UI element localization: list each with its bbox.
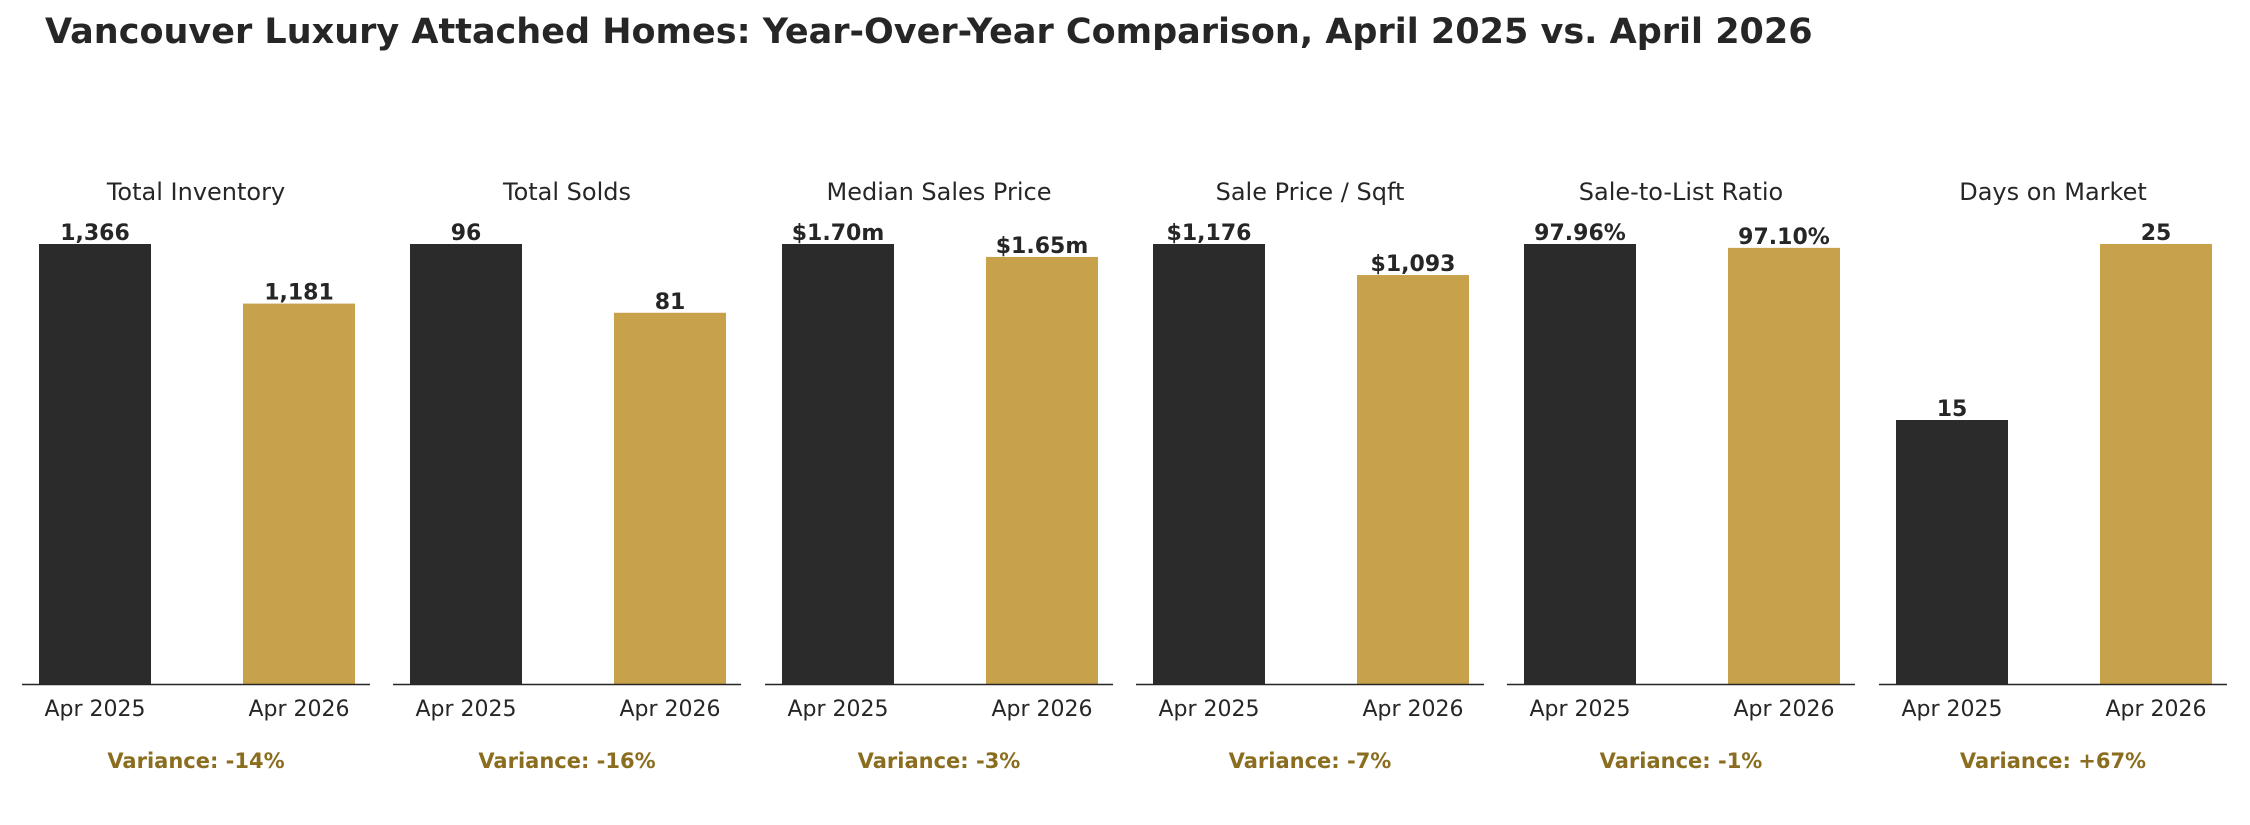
variance-label: Variance: -14% — [107, 749, 284, 773]
data-label: 81 — [655, 290, 686, 315]
data-label: 97.96% — [1534, 221, 1626, 246]
chart-panels: Total Inventory 1,366 Apr 2025 1,181 Apr 202… — [22, 178, 2227, 773]
x-tick-label: Apr 2026 — [1362, 697, 1463, 722]
bar — [1524, 244, 1636, 684]
bar — [1728, 247, 1840, 685]
x-tick-label: Apr 2026 — [991, 697, 1092, 722]
panel-5: Sale-to-List Ratio 97.96% Apr 2025 97.10% Ap… — [1507, 178, 1855, 773]
data-label: $1.65m — [996, 234, 1089, 259]
data-label: $1,176 — [1167, 221, 1252, 246]
bar — [410, 244, 522, 684]
x-tick-label: Apr 2026 — [2105, 697, 2206, 722]
panel-title: Sale Price / Sqft — [1216, 178, 1405, 206]
panel-6: Days on Market 15 Apr 2025 25 Apr 2026 Varian… — [1879, 178, 2227, 773]
panel-title: Median Sales Price — [827, 178, 1052, 206]
x-tick-label: Apr 2025 — [787, 697, 888, 722]
bar — [39, 244, 151, 684]
panel-title: Sale-to-List Ratio — [1579, 178, 1783, 206]
bar — [614, 312, 726, 684]
panel-4: Sale Price / Sqft $1,176 Apr 2025 $1,093 Apr… — [1136, 178, 1484, 773]
data-label: 96 — [451, 221, 482, 246]
data-label: 1,366 — [60, 221, 130, 246]
x-tick-label: Apr 2025 — [1901, 697, 2002, 722]
x-tick-label: Apr 2025 — [44, 697, 145, 722]
panel-1: Total Inventory 1,366 Apr 2025 1,181 Apr 202… — [22, 178, 370, 773]
data-label: 97.10% — [1738, 225, 1830, 250]
bar — [782, 244, 894, 684]
variance-label: Variance: -3% — [858, 749, 1021, 773]
bar — [1357, 275, 1469, 684]
data-label: $1.70m — [792, 221, 885, 246]
panel-title: Days on Market — [1959, 178, 2147, 206]
variance-label: Variance: -16% — [478, 749, 655, 773]
panel-title: Total Solds — [502, 178, 631, 206]
bar — [1896, 420, 2008, 684]
panel-3: Median Sales Price $1.70m Apr 2025 $1.65m Ap… — [765, 178, 1113, 773]
data-label: 15 — [1937, 397, 1968, 422]
bar — [1153, 244, 1265, 684]
bar — [986, 256, 1098, 684]
x-tick-label: Apr 2026 — [248, 697, 349, 722]
x-tick-label: Apr 2025 — [415, 697, 516, 722]
panel-title: Total Inventory — [106, 178, 285, 206]
variance-label: Variance: -1% — [1600, 749, 1763, 773]
panel-2: Total Solds 96 Apr 2025 81 Apr 2026 Variance:… — [393, 178, 741, 773]
x-tick-label: Apr 2025 — [1529, 697, 1630, 722]
data-label: 1,181 — [264, 281, 334, 306]
variance-label: Variance: +67% — [1960, 749, 2146, 773]
bar — [2100, 244, 2212, 684]
data-label: $1,093 — [1371, 252, 1456, 277]
variance-label: Variance: -7% — [1229, 749, 1392, 773]
bar — [243, 303, 355, 684]
x-tick-label: Apr 2025 — [1158, 697, 1259, 722]
data-label: 25 — [2141, 221, 2172, 246]
x-tick-label: Apr 2026 — [619, 697, 720, 722]
chart-title: Vancouver Luxury Attached Homes: Year-Ov… — [45, 12, 1813, 52]
x-tick-label: Apr 2026 — [1733, 697, 1834, 722]
